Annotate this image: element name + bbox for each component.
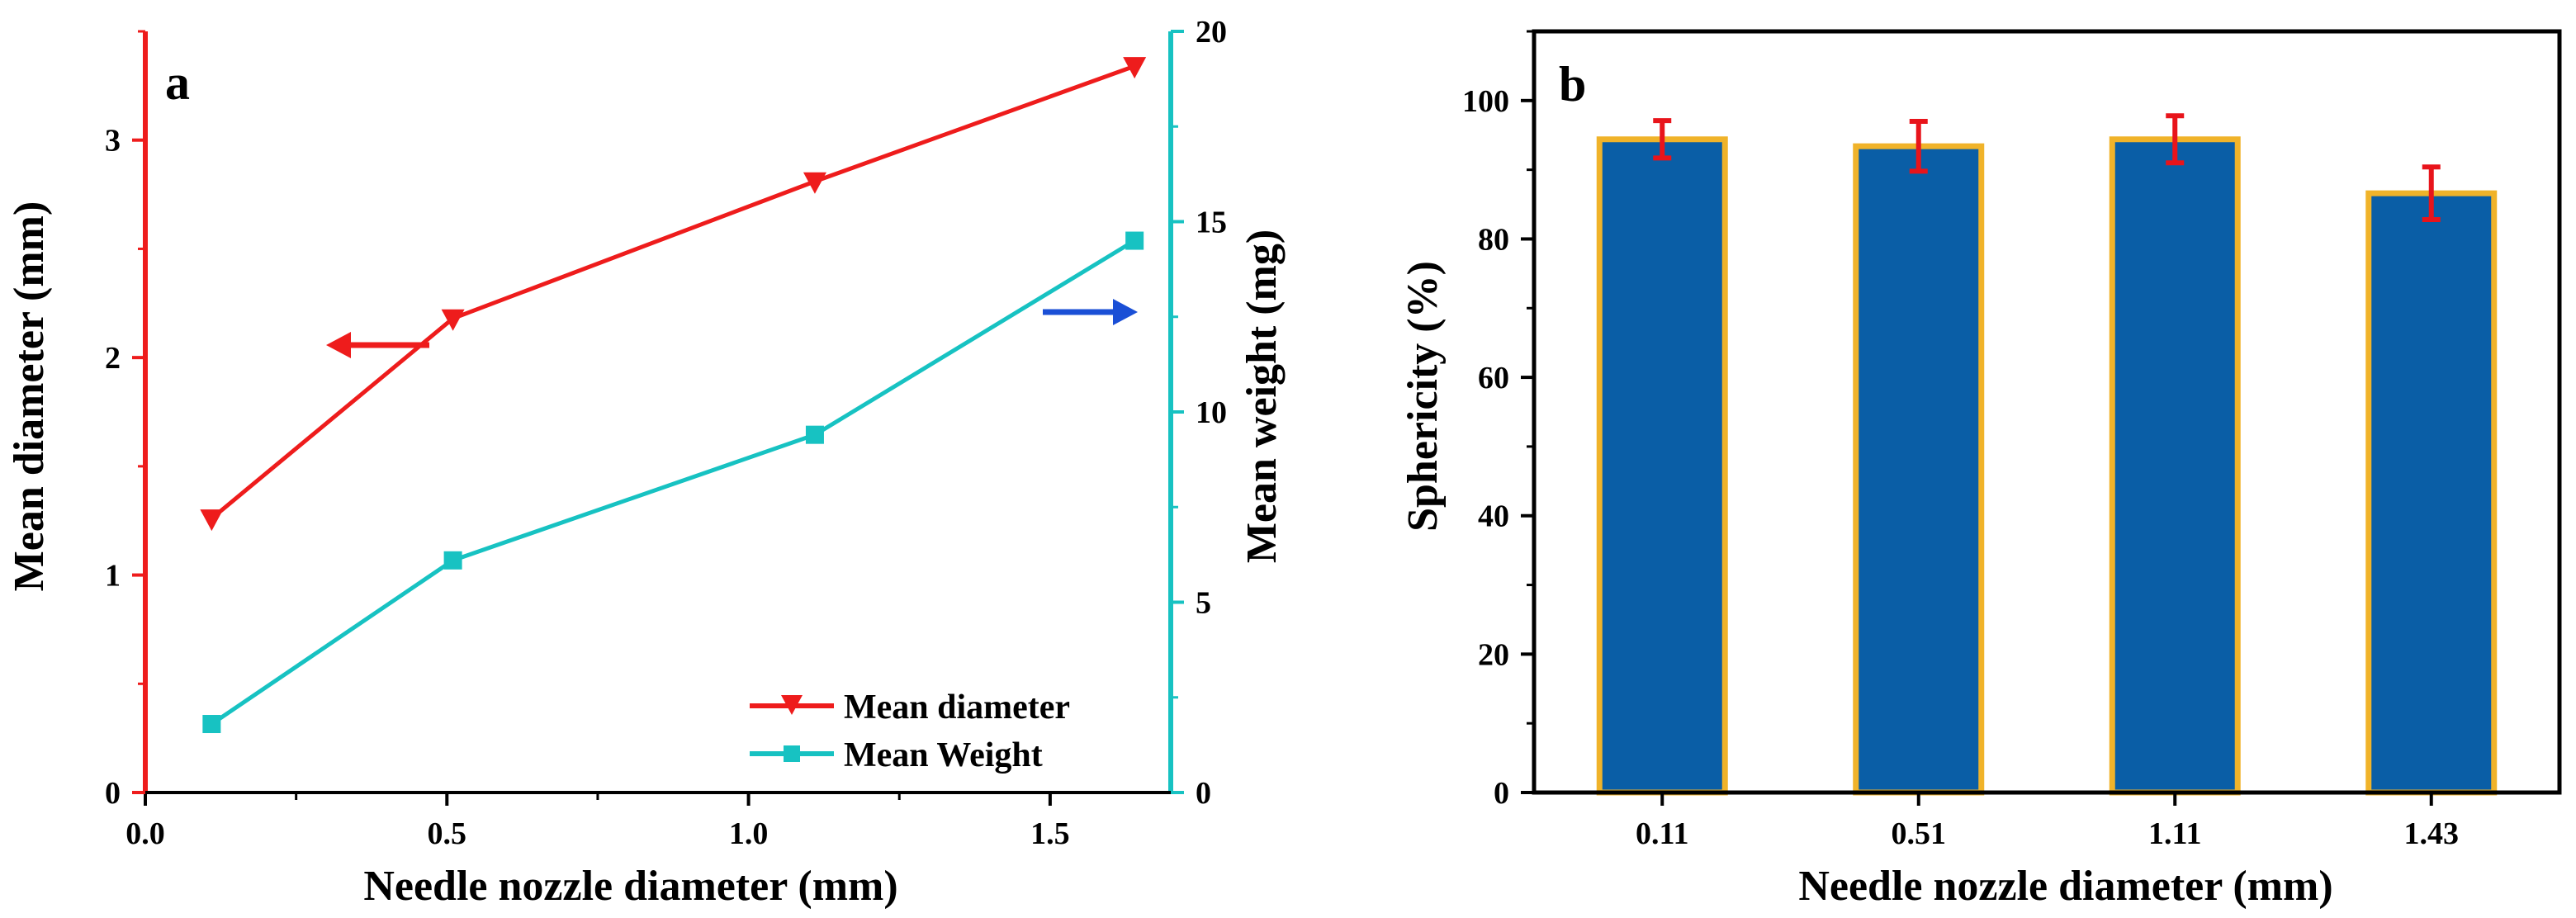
panel-a-series (200, 57, 1147, 734)
y-tick-label: 80 (1478, 222, 1509, 257)
data-point-square (443, 551, 462, 570)
y-tick-label: 60 (1478, 361, 1509, 395)
data-point-triangle (803, 172, 826, 194)
left-y-tick-label: 1 (105, 559, 121, 594)
x-tick-label: 0.0 (125, 816, 165, 851)
y-tick-label: 100 (1462, 84, 1509, 119)
x-tick-label: 1.43 (2404, 816, 2460, 851)
panel-b-bar-chart: 0 20 40 60 80 100 0.11 0.51 1.11 1.43 b Needle no… (1399, 29, 2562, 910)
y-tick-label: 0 (1494, 776, 1509, 811)
panel-a-axes (143, 31, 1173, 794)
data-point-square (805, 425, 824, 444)
series-line-mean-weight (210, 239, 1136, 726)
data-point-triangle (1123, 57, 1147, 79)
panel-a-arrows (326, 299, 1138, 358)
panel-a-legend: Mean diameter Mean Weight (750, 688, 1070, 774)
panel-b-bars (1596, 113, 2498, 796)
right-y-tick-label: 5 (1196, 586, 1211, 621)
data-point-square (202, 715, 221, 734)
bar (2365, 190, 2498, 796)
legend-label-mean-weight: Mean Weight (844, 736, 1043, 774)
panel-a-ticks: 0.0 0.5 1.0 1.5 0 1 2 3 0 5 10 15 20 (105, 15, 1227, 851)
bar (2109, 136, 2241, 796)
series-line-mean-diameter (210, 64, 1136, 521)
x-tick-label: 1.11 (2148, 816, 2201, 851)
x-tick-label: 1.0 (729, 816, 769, 851)
x-tick-label: 0.11 (1636, 816, 1688, 851)
legend-marker-square-icon (784, 745, 800, 762)
left-y-tick-label: 2 (105, 341, 121, 376)
legend-label-mean-diameter: Mean diameter (844, 688, 1070, 726)
right-y-tick-label: 15 (1196, 206, 1227, 240)
data-point-triangle (441, 309, 465, 331)
panel-b-ticks: 0 20 40 60 80 100 0.11 0.51 1.11 1.43 (1462, 30, 2460, 851)
x-tick-label: 0.51 (1892, 816, 1947, 851)
left-y-tick-label: 0 (105, 776, 121, 811)
y-tick-label: 20 (1478, 637, 1509, 672)
right-y-tick-label: 10 (1196, 395, 1227, 430)
panel-b-axes (1532, 29, 2562, 795)
right-y-tick-label: 0 (1196, 776, 1211, 811)
bar (1596, 136, 1728, 796)
panel-b-xlabel: Needle nozzle diameter (mm) (1798, 863, 2332, 910)
right-y-tick-label: 20 (1196, 15, 1227, 50)
right-arrow-head-icon (1113, 299, 1138, 325)
y-tick-label: 40 (1478, 499, 1509, 534)
panel-a-ylabel: Mean diameter (mm) (6, 201, 53, 592)
bar (1853, 143, 1985, 796)
data-point-triangle (200, 509, 224, 532)
panel-a-label: a (165, 55, 190, 110)
panel-b-label: b (1559, 57, 1586, 111)
panel-b-ylabel: Sphericity (%) (1399, 261, 1447, 532)
data-point-square (1125, 231, 1144, 250)
left-y-tick-label: 3 (105, 124, 121, 159)
panel-a-y2label: Mean weight (mg) (1238, 230, 1286, 563)
plot-frame (1532, 29, 2562, 795)
legend-marker-triangle-down-icon (781, 695, 803, 715)
panel-a-xlabel: Needle nozzle diameter (mm) (363, 863, 897, 910)
left-arrow-head-icon (326, 332, 351, 358)
x-tick-label: 0.5 (428, 816, 467, 851)
x-tick-label: 1.5 (1030, 816, 1070, 851)
panel-a-line-chart: 0.0 0.5 1.0 1.5 0 1 2 3 0 5 10 15 20 a Needle nozzle… (6, 15, 1286, 910)
